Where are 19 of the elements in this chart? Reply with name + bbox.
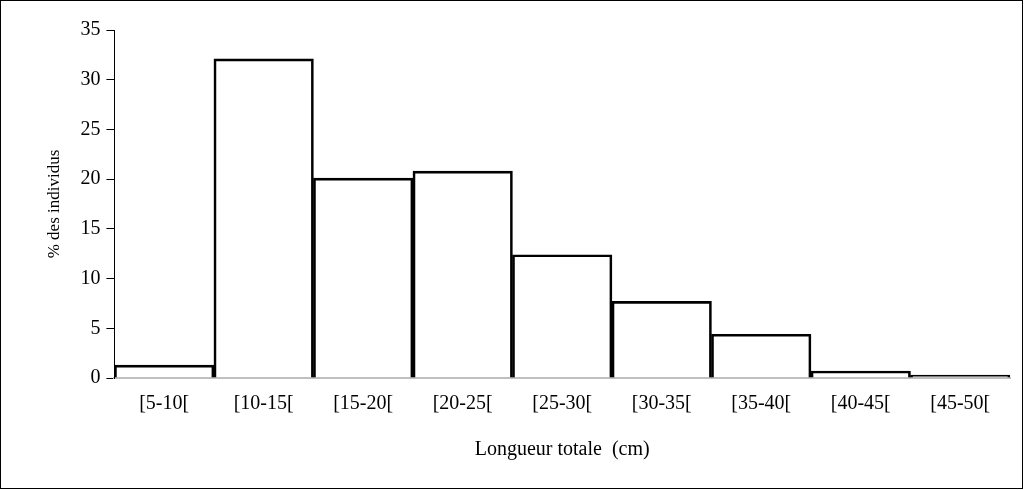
y-tick-label: 5: [90, 315, 101, 338]
y-tick-label: 30: [80, 66, 101, 89]
x-tick-label: [30-35[: [631, 391, 692, 414]
x-axis-title: Longueur totale (cm): [474, 437, 650, 461]
x-tick-label: [45-50[: [930, 391, 991, 414]
x-tick-label: [10-15[: [233, 391, 294, 414]
x-tick-label: [35-40[: [731, 391, 792, 414]
y-tick-label: 20: [80, 166, 101, 189]
y-tick-label: 25: [80, 116, 101, 139]
x-tick-label: [20-25[: [432, 391, 493, 414]
x-tick-label: [25-30[: [532, 391, 593, 414]
y-tick-label: 15: [80, 216, 101, 239]
y-tick-label: 35: [80, 17, 101, 40]
x-tick-label: [40-45[: [830, 391, 891, 414]
y-axis-title: % des individus: [43, 149, 63, 259]
y-tick-label: 0: [90, 365, 101, 388]
x-tick-label: [5-10[: [139, 391, 190, 414]
y-tick-label: 10: [80, 265, 101, 288]
x-tick-label: [15-20[: [333, 391, 394, 414]
